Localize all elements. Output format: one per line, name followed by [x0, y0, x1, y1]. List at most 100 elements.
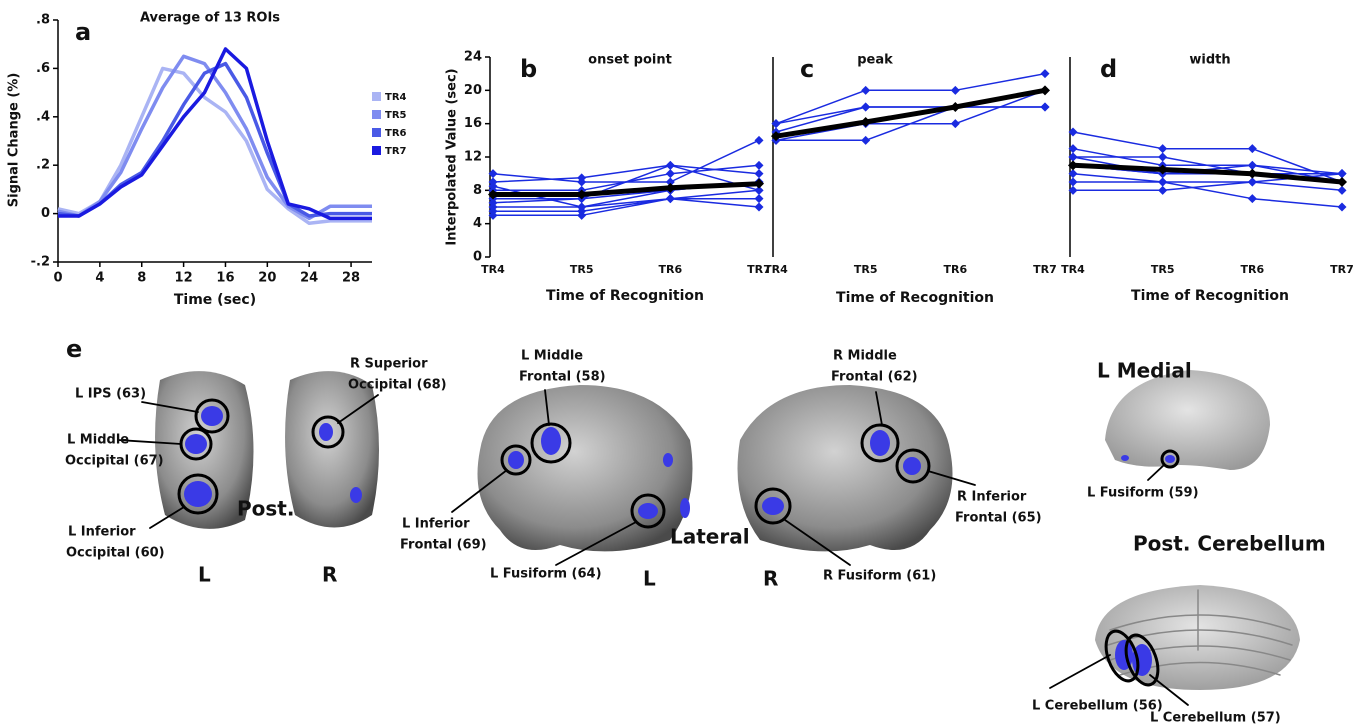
y-tick-label: .4	[36, 109, 50, 124]
data-point	[754, 160, 764, 170]
region-label: Occipital (67)	[65, 454, 164, 469]
x-tick-label: 16	[216, 271, 234, 286]
data-point	[771, 131, 781, 142]
data-point	[488, 181, 498, 191]
view-label: Lateral	[670, 525, 750, 549]
data-point	[1157, 164, 1168, 175]
data-point	[665, 169, 675, 179]
region-label: L Fusiform (59)	[1087, 486, 1199, 501]
region-label: Frontal (65)	[955, 511, 1042, 526]
x-axis-label: Time of Recognition	[1131, 288, 1289, 304]
series-line	[58, 47, 372, 221]
data-point	[950, 85, 960, 95]
view-label: Post.	[237, 497, 294, 521]
brain-post-right	[285, 371, 379, 528]
data-point	[1068, 160, 1078, 171]
series-line	[493, 197, 760, 217]
series-line	[492, 139, 760, 183]
y-tick-label: 4	[473, 216, 482, 231]
data-point	[771, 119, 781, 129]
data-point	[1040, 69, 1050, 79]
x-tick-label: TR6	[944, 263, 968, 276]
data-point	[665, 177, 675, 187]
chart-title: width	[1189, 53, 1230, 68]
x-tick-label: 12	[175, 271, 193, 286]
region-label: Frontal (69)	[400, 538, 487, 553]
region-label: L IPS (63)	[75, 387, 146, 402]
region-label: Frontal (62)	[831, 370, 918, 385]
x-tick-label: TR7	[1330, 263, 1354, 276]
data-point	[1337, 185, 1347, 195]
x-tick-label: 0	[53, 271, 62, 286]
y-tick-label: .6	[36, 61, 50, 76]
legend-label: TR5	[385, 110, 407, 121]
data-point	[1247, 144, 1257, 154]
region-label: R Superior	[350, 357, 428, 372]
x-tick-label: TR4	[481, 263, 505, 276]
view-label: L	[198, 563, 211, 587]
y-tick-label: 20	[464, 83, 482, 98]
data-point	[1247, 160, 1257, 170]
data-point	[577, 210, 587, 220]
view-label: R	[322, 563, 337, 587]
data-point	[754, 178, 764, 189]
series-line	[1072, 162, 1343, 185]
y-tick-label: 0	[473, 250, 482, 265]
x-tick-label: TR5	[1151, 263, 1175, 276]
view-label: Post. Cerebellum	[1133, 532, 1326, 556]
legend-swatch	[372, 146, 381, 155]
region-label: L Middle	[67, 433, 129, 448]
region-label: L Inferior	[68, 525, 136, 540]
data-point	[488, 169, 498, 179]
region-label: Occipital (60)	[66, 546, 165, 561]
series-line	[775, 106, 1045, 133]
series-line	[775, 87, 1046, 139]
x-tick-label: TR6	[1241, 263, 1265, 276]
leader-lines	[117, 389, 1189, 706]
series-line	[492, 164, 760, 204]
region-label: R Fusiform (61)	[823, 569, 936, 584]
data-point	[665, 194, 675, 204]
region-label: L Cerebellum (56)	[1032, 699, 1163, 714]
data-point	[1158, 152, 1168, 162]
activation-blobs	[184, 406, 1175, 676]
data-point	[1158, 185, 1168, 195]
data-point	[1158, 144, 1168, 154]
chart-title: Average of 13 ROIs	[140, 11, 280, 26]
data-point	[1068, 127, 1078, 137]
y-tick-label: 0	[41, 206, 50, 221]
y-axis-label: Interpolated Value (sec)	[445, 68, 460, 245]
data-point	[754, 194, 764, 204]
region-label: Frontal (58)	[519, 370, 606, 385]
y-tick-label: 12	[464, 150, 482, 165]
legend-swatch	[372, 110, 381, 119]
panel-letter: e	[66, 335, 82, 363]
series-line	[1072, 172, 1343, 192]
brain-lateral-left	[477, 385, 693, 552]
x-tick-label: TR5	[854, 263, 878, 276]
data-point	[665, 160, 675, 170]
legend-label: TR6	[385, 128, 407, 139]
data-point	[665, 182, 676, 193]
data-point	[1247, 194, 1257, 204]
y-tick-label: 8	[473, 183, 482, 198]
data-point	[577, 202, 587, 212]
region-label: R Middle	[833, 349, 897, 364]
x-tick-label: TR6	[659, 263, 683, 276]
x-tick-label: TR7	[747, 263, 771, 276]
y-axis-label: Signal Change (%)	[7, 73, 22, 208]
data-point	[488, 189, 498, 200]
data-point	[1158, 177, 1168, 187]
panel-letter: a	[75, 18, 91, 46]
view-label: L Medial	[1097, 359, 1192, 383]
data-point	[1068, 185, 1078, 195]
x-axis-label: Time (sec)	[174, 292, 256, 308]
view-label: L	[643, 567, 656, 591]
series-line	[493, 181, 760, 197]
y-tick-label: .8	[36, 13, 50, 28]
series-line	[493, 189, 760, 208]
data-point	[1337, 202, 1347, 212]
y-tick-label: 24	[464, 50, 482, 65]
data-point	[950, 119, 960, 129]
